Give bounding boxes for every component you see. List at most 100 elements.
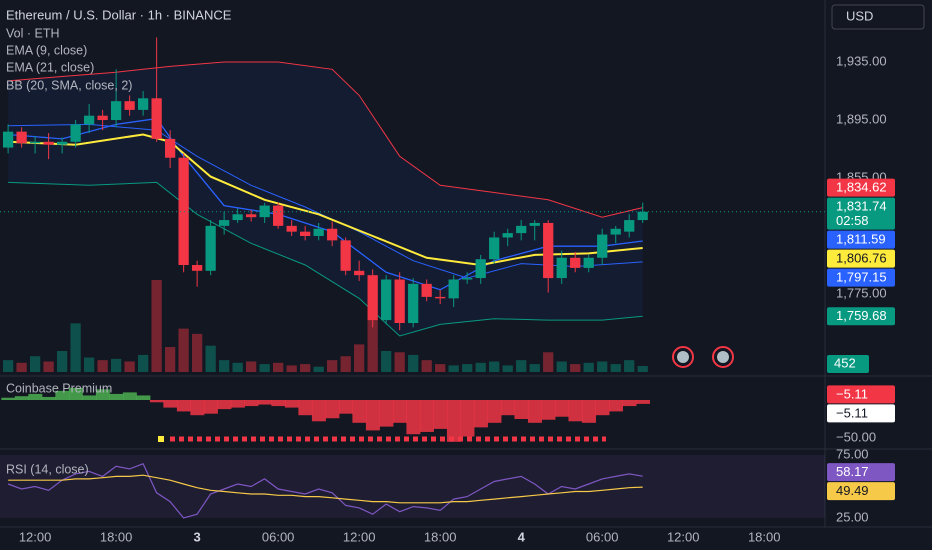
- candle-body: [354, 270, 365, 276]
- x-tick-label: 12:00: [19, 529, 52, 544]
- candle-body: [219, 220, 230, 226]
- volume-bar: [273, 362, 284, 372]
- volume-bar: [124, 361, 135, 372]
- candle-body: [232, 214, 243, 221]
- price-label-box: [827, 178, 895, 197]
- volume-bar: [151, 280, 162, 372]
- candle-body: [462, 278, 473, 280]
- x-tick-label: 06:00: [586, 529, 619, 544]
- rsi-line: [7, 463, 643, 519]
- y-tick-label: 25.00: [836, 509, 869, 524]
- price-label-box: [827, 463, 895, 482]
- premium-bar: [473, 399, 488, 428]
- volume-bar: [421, 360, 432, 372]
- currency-label[interactable]: USD: [846, 8, 873, 23]
- candle-body: [367, 275, 378, 321]
- chart-title: Ethereum / U.S. Dollar · 1h · BINANCE: [6, 7, 232, 22]
- premium-bar: [271, 399, 286, 407]
- premium-bar: [230, 399, 245, 408]
- premium-bar: [541, 399, 556, 420]
- volume-bar: [381, 350, 392, 372]
- candle-body: [70, 124, 81, 142]
- volume-bar: [43, 361, 54, 372]
- x-tick-label: 3: [194, 529, 201, 544]
- y-tick-label: 1,935.00: [836, 53, 887, 68]
- volume-bar: [624, 360, 635, 372]
- premium-bar: [419, 399, 434, 432]
- countdown-label: 02:58: [836, 213, 869, 228]
- volume-bar: [340, 356, 351, 372]
- volume-bar: [2, 360, 14, 372]
- x-tick-label: 12:00: [343, 529, 376, 544]
- currency-button[interactable]: [831, 4, 925, 30]
- price-label-box: [827, 249, 895, 268]
- volume-bar: [313, 366, 324, 372]
- premium-bar: [122, 392, 137, 400]
- premium-bar: [68, 387, 83, 400]
- premium-bar: [338, 399, 353, 414]
- y-tick-label: 1,775.00: [836, 285, 887, 300]
- premium-bar: [568, 399, 583, 422]
- candle-body: [205, 225, 216, 271]
- event-icon-flag: [717, 351, 729, 363]
- price-label-box: [827, 197, 895, 230]
- candle-body: [83, 115, 95, 125]
- event-icon-flag: [677, 351, 689, 363]
- price-label: 1,797.15: [836, 270, 887, 285]
- premium-bar: [163, 399, 178, 408]
- candle-body: [475, 259, 486, 279]
- volume-bar: [259, 364, 270, 372]
- price-label: 1,811.59: [836, 232, 886, 247]
- premium-bar: [392, 399, 407, 423]
- premium-bar: [379, 399, 394, 427]
- volume-bar: [205, 345, 216, 372]
- candle-body: [178, 157, 189, 266]
- candle-body: [124, 101, 135, 110]
- candle-body: [286, 225, 297, 232]
- candle-body: [394, 279, 405, 323]
- candle-body: [381, 279, 392, 321]
- candle-body: [516, 225, 527, 234]
- premium-bar: [406, 399, 421, 435]
- premium-bar: [257, 399, 272, 405]
- rsi-band: [0, 455, 825, 518]
- volume-bar: [219, 360, 230, 372]
- candle-body: [165, 138, 176, 158]
- legend-bb: BB (20, SMA, close, 2): [6, 78, 132, 92]
- candle-body: [583, 257, 594, 268]
- volume-bar: [70, 323, 81, 372]
- volume-bar: [489, 361, 500, 372]
- premium-bar: [311, 399, 326, 422]
- volume-bar: [327, 360, 338, 372]
- candle-body: [327, 228, 338, 241]
- candle-body: [637, 211, 648, 221]
- premium-bar: [284, 399, 299, 408]
- volume-bar: [502, 365, 513, 372]
- rsi-pane: [0, 452, 825, 525]
- price-label-box: [827, 385, 895, 404]
- volume-bar: [110, 358, 122, 372]
- ema-line: [8, 133, 643, 267]
- volume-bar: [232, 362, 243, 372]
- candle-body: [137, 98, 149, 110]
- price-label: 49.49: [836, 483, 869, 498]
- candle-body: [2, 131, 14, 148]
- y-tick-label: −50.00: [836, 429, 876, 444]
- volume-bar: [246, 361, 257, 372]
- volume-bar: [637, 366, 648, 372]
- premium-bar: [95, 389, 110, 400]
- premium-bar: [41, 396, 56, 400]
- x-tick-label: 06:00: [262, 529, 295, 544]
- volume-bar: [354, 344, 365, 372]
- volume-label-box: [827, 355, 869, 373]
- volume-bar: [300, 364, 311, 372]
- price-label: 1,834.62: [836, 180, 887, 195]
- price-label: −5.11: [836, 405, 868, 420]
- premium-bar: [595, 399, 610, 416]
- candle-body: [300, 231, 311, 237]
- volume-bar: [192, 333, 203, 372]
- volume-bar: [529, 364, 540, 372]
- premium-bar: [433, 399, 448, 429]
- volume-bar: [16, 362, 27, 372]
- y-tick-label: 75.00: [836, 446, 869, 461]
